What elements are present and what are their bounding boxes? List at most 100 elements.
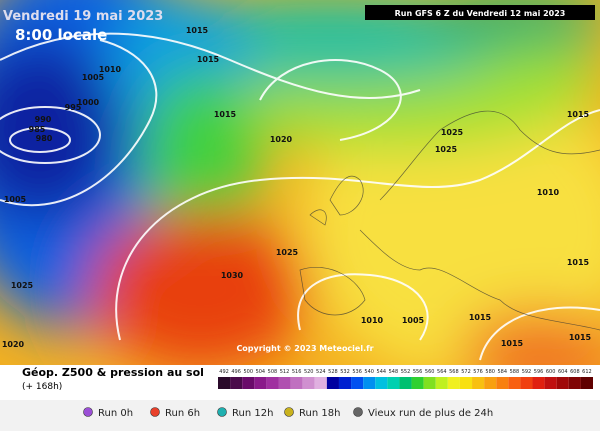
scale-label: 588 xyxy=(510,369,520,375)
scale-swatch xyxy=(387,377,400,389)
scale-swatch xyxy=(472,377,485,389)
scale-label: 608 xyxy=(570,369,580,375)
isobar-label: 1005 xyxy=(82,73,105,82)
scale-swatch xyxy=(242,377,255,389)
isobar-label: 1010 xyxy=(361,316,384,325)
scale-label: 580 xyxy=(485,369,495,375)
date: Vendredi 19 mai 2023 xyxy=(3,9,163,24)
legend-dot[interactable] xyxy=(150,407,160,417)
scale-swatch xyxy=(399,377,412,389)
isobar-label: 980 xyxy=(36,134,53,143)
scale-label: 596 xyxy=(534,369,544,375)
time: 8:00 locale xyxy=(15,26,107,44)
isobar-label: 1010 xyxy=(99,65,122,74)
isobar-label: 1005 xyxy=(402,316,425,325)
isobar-label: 1025 xyxy=(11,281,34,290)
map-background xyxy=(0,0,600,390)
scale-swatch xyxy=(278,377,291,389)
scale-label: 560 xyxy=(425,369,435,375)
scale-swatch xyxy=(338,377,352,389)
scale-label: 584 xyxy=(498,369,508,375)
legend-label[interactable]: Vieux run de plus de 24h xyxy=(368,408,493,419)
isobar-label: 1000 xyxy=(77,98,100,107)
scale-swatch xyxy=(326,377,339,389)
isobar-label: 985 xyxy=(29,125,46,134)
scale-label: 556 xyxy=(413,369,423,375)
isobar-label: 1010 xyxy=(537,188,560,197)
scale-label: 528 xyxy=(328,369,338,375)
legend-label[interactable]: Run 6h xyxy=(165,408,200,419)
scale-swatch xyxy=(568,377,581,389)
scale-label: 524 xyxy=(316,369,326,375)
isobar-label: 1015 xyxy=(567,110,590,119)
scale-swatch xyxy=(544,377,557,389)
scale-label: 492 xyxy=(219,369,229,375)
scale-label: 612 xyxy=(582,369,592,375)
legend-dot[interactable] xyxy=(284,407,294,417)
isobar-label: 1020 xyxy=(270,135,293,144)
legend-label[interactable]: Run 12h xyxy=(232,408,273,419)
isobar-labels: 1015101510101005100099599098598010151020… xyxy=(2,26,592,349)
scale-label: 600 xyxy=(546,369,556,375)
legend-label[interactable]: Run 18h xyxy=(299,408,340,419)
scale-label: 504 xyxy=(256,369,266,375)
scale-label: 568 xyxy=(449,369,459,375)
scale-swatch xyxy=(314,377,327,389)
scale-swatch xyxy=(302,377,315,389)
isobar-label: 1015 xyxy=(186,26,209,35)
scale-label: 496 xyxy=(231,369,241,375)
isobar-label: 1005 xyxy=(4,195,27,204)
scale-label: 576 xyxy=(473,369,483,375)
scale-swatch xyxy=(411,377,424,389)
isobar-label: 1020 xyxy=(2,340,25,349)
lead-time: (+ 168h) xyxy=(22,382,62,392)
scale-label: 572 xyxy=(461,369,471,375)
scale-label: 512 xyxy=(280,369,290,375)
scale-label: 532 xyxy=(340,369,350,375)
scale-swatch xyxy=(254,377,267,389)
scale-label: 516 xyxy=(292,369,302,375)
run-legend: Run 0h Run 6h Run 12h Run 18h Vieux run de p… xyxy=(83,407,493,419)
color-scale: 492 496 500 504 508 512 516 520 524 528 532 536 540 5… xyxy=(218,369,593,389)
scale-swatch xyxy=(496,377,509,389)
scale-label: 552 xyxy=(401,369,411,375)
product-title: Géop. Z500 & pression au sol xyxy=(22,366,204,379)
scale-label: 564 xyxy=(437,369,447,375)
scale-swatch xyxy=(580,377,593,389)
scale-label: 500 xyxy=(243,369,253,375)
legend-label[interactable]: Run 0h xyxy=(98,408,133,419)
scale-swatch xyxy=(435,377,448,389)
isobar-label: 1015 xyxy=(567,258,590,267)
scale-swatch xyxy=(290,377,303,389)
scale-swatch xyxy=(484,377,497,389)
scale-swatch xyxy=(218,377,231,389)
isobar-label: 990 xyxy=(35,115,52,124)
isobar-label: 1015 xyxy=(469,313,492,322)
scale-swatch xyxy=(423,377,436,389)
legend-dot[interactable] xyxy=(353,407,363,417)
legend-dot[interactable] xyxy=(83,407,93,417)
copyright: Copyright © 2023 Meteociel.fr xyxy=(236,344,373,353)
scale-swatch xyxy=(230,377,243,389)
scale-swatch xyxy=(266,377,279,389)
scale-label: 592 xyxy=(522,369,532,375)
legend-dot[interactable] xyxy=(217,407,227,417)
scale-swatch xyxy=(375,377,388,389)
isobar-label: 1015 xyxy=(214,110,237,119)
scale-label: 540 xyxy=(364,369,374,375)
scale-swatch xyxy=(532,377,545,389)
scale-label: 520 xyxy=(304,369,314,375)
isobar-label: 1030 xyxy=(221,271,244,280)
scale-swatch xyxy=(508,377,521,389)
scale-label: 536 xyxy=(352,369,362,375)
isobar-label: 1015 xyxy=(501,339,524,348)
run-banner xyxy=(365,5,595,20)
isobar-label: 1015 xyxy=(569,333,592,342)
scale-label: 604 xyxy=(558,369,568,375)
scale-swatch xyxy=(351,377,364,389)
scale-swatch xyxy=(459,377,473,389)
isobar-label: 995 xyxy=(65,103,82,112)
legend-bar xyxy=(0,400,600,431)
